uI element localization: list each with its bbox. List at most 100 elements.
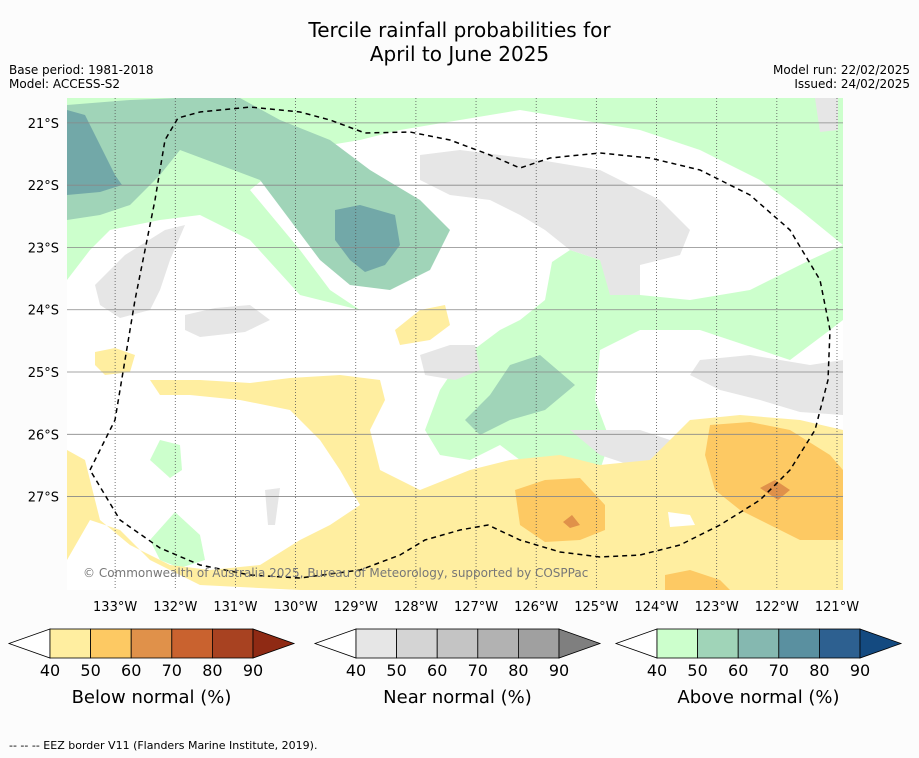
x-tick-label: 124°W — [634, 600, 678, 615]
colorbars: 40 50 60 70 80 90 Below normal (%) 40 50 60 70 80 90… — [7, 628, 903, 708]
colorbar-tick-label: 80 — [508, 661, 528, 680]
y-tick-label: 25°S — [28, 366, 59, 381]
above-50-south — [465, 355, 575, 435]
colorbar-tick-label: 40 — [346, 661, 366, 680]
x-tick-label: 122°W — [755, 600, 799, 615]
colorbar-segment — [49, 628, 91, 659]
colorbar-segment — [171, 628, 213, 659]
colorbar-tick-label: 40 — [40, 661, 60, 680]
title-line-2: April to June 2025 — [369, 42, 550, 66]
x-tick-label: 123°W — [695, 600, 739, 615]
below-50-southeast-edge — [665, 570, 730, 590]
colorbar-over-triangle — [558, 628, 602, 659]
colorbar-tick-label: 70 — [769, 661, 789, 680]
above-60-core-center — [335, 205, 400, 272]
colorbar-under-triangle — [7, 628, 51, 659]
below-40-main — [67, 375, 843, 590]
near-40-northeast — [815, 98, 838, 132]
colorbar-tick-label: 50 — [80, 661, 100, 680]
colorbar-segment — [90, 628, 132, 659]
colorbar-title: Below normal (%) — [72, 687, 232, 708]
colorbar-tick-label: 60 — [728, 661, 748, 680]
chart-title: Tercile rainfall probabilities for April… — [0, 18, 919, 66]
x-tick-label: 127°W — [454, 600, 498, 615]
near-normal-regions — [95, 98, 843, 525]
gridlines — [67, 98, 843, 590]
colorbar-segment — [737, 628, 780, 659]
near-40-center — [420, 345, 480, 380]
colorbar-title: Above normal (%) — [677, 687, 839, 708]
plot-area — [67, 98, 843, 590]
y-tick-label: 22°S — [28, 179, 59, 194]
base-period: Base period: 1981-2018 — [9, 63, 154, 77]
colorbar-tick-label: 80 — [202, 661, 222, 680]
colorbar-segment — [436, 628, 479, 659]
colorbar-under-triangle — [313, 628, 357, 659]
colorbar-tick-label: 60 — [121, 661, 141, 680]
colorbar-tick-label: 70 — [162, 661, 182, 680]
colorbar-title: Near normal (%) — [383, 687, 532, 708]
x-tick-label: 128°W — [394, 600, 438, 615]
near-40-small-south — [265, 488, 280, 525]
y-tick-label: 26°S — [28, 428, 59, 443]
near-40-north — [420, 150, 690, 295]
above-normal-regions — [67, 98, 843, 568]
below-60-spot-east — [760, 480, 790, 500]
colorbar-tick-label: 40 — [647, 661, 667, 680]
colorbar-segment — [778, 628, 820, 659]
colorbar-under-triangle — [614, 628, 658, 659]
x-tick-label: 125°W — [574, 600, 618, 615]
colorbar-tick-label: 70 — [468, 661, 488, 680]
x-tick-label: 130°W — [274, 600, 318, 615]
colorbar-over-triangle — [859, 628, 903, 659]
x-tick-label: 133°W — [93, 600, 137, 615]
x-tick-label: 129°W — [334, 600, 378, 615]
colorbar-tick-label: 50 — [687, 661, 707, 680]
model-name: Model: ACCESS-S2 — [9, 77, 121, 91]
colorbar-tick-label: 50 — [386, 661, 406, 680]
colorbar-segment — [518, 628, 560, 659]
near-40-center-west — [185, 305, 270, 337]
colorbar-segment — [656, 628, 698, 659]
colorbar-1: 40 50 60 70 80 90 Below normal (%) — [7, 628, 296, 708]
colorbar-segment — [211, 628, 254, 659]
ocean-gap-southeast — [668, 512, 695, 527]
below-normal-regions — [67, 305, 843, 590]
colorbar-segment — [396, 628, 438, 659]
colorbar-2: 40 50 60 70 80 90 Near normal (%) — [313, 628, 602, 708]
x-tick-label: 126°W — [514, 600, 558, 615]
y-tick-labels: 21°S 22°S 23°S 24°S 25°S 26°S 27°S — [28, 117, 59, 506]
y-tick-label: 23°S — [28, 241, 59, 256]
below-40-patch-west — [95, 348, 135, 375]
above-40-west-patch — [150, 440, 182, 478]
colorbar-segment — [130, 628, 173, 659]
x-tick-labels: 133°W 132°W 131°W 130°W 129°W 128°W 127°W 126°W… — [93, 600, 859, 615]
y-tick-label: 27°S — [28, 491, 59, 506]
colorbar-over-triangle — [252, 628, 296, 659]
near-40-southeast — [570, 430, 670, 465]
colorbar-tick-label: 90 — [549, 661, 569, 680]
above-60-core-west — [67, 110, 122, 195]
near-40-west — [95, 225, 185, 318]
model-run: Model run: 22/02/2025 — [772, 63, 910, 77]
eez-footnote: -- -- -- EEZ border V11 (Flanders Marine… — [9, 739, 318, 752]
title-line-1: Tercile rainfall probabilities for — [308, 18, 611, 42]
colorbar-segment — [477, 628, 519, 659]
below-50-south — [515, 478, 605, 542]
below-60-spot-south — [563, 515, 580, 528]
colorbar-tick-label: 80 — [809, 661, 829, 680]
below-40-patch-center — [395, 305, 450, 345]
x-tick-label: 121°W — [815, 600, 859, 615]
colorbar-segment — [819, 628, 861, 659]
x-tick-label: 131°W — [213, 600, 257, 615]
colorbar-tick-label: 60 — [427, 661, 447, 680]
colorbar-segment — [697, 628, 739, 659]
colorbar-tick-label: 90 — [243, 661, 263, 680]
y-tick-label: 24°S — [28, 304, 59, 319]
near-40-east — [690, 355, 843, 415]
colorbar-segment — [355, 628, 397, 659]
colorbar-3: 40 50 60 70 80 90 Above normal (%) — [614, 628, 903, 708]
meta-left: Base period: 1981-2018 Model: ACCESS-S2 — [9, 63, 154, 91]
above-40-southwest-patch — [150, 512, 205, 568]
